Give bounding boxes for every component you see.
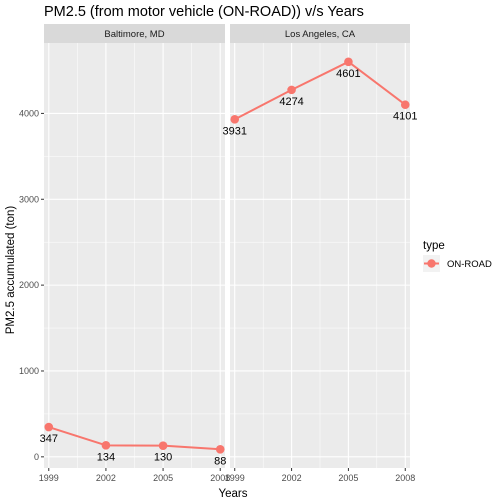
facet-2-data-point [400,100,410,110]
facet-2-data-point [287,85,296,95]
facet-1-data-point [215,444,225,454]
facet-1-strip-label: Baltimore, MD [104,29,164,40]
facet-2-data-label: 4601 [336,68,360,80]
x-axis-title: Years [219,488,248,500]
chart-title: PM2.5 (from motor vehicle (ON-ROAD)) v/s… [44,4,364,20]
y-tick-label: 4000 [19,108,39,118]
facet-2-x-tick-label: 2005 [338,473,358,483]
facet-2-strip [230,24,410,43]
facet-2-strip-label: Los Angeles, CA [285,29,356,40]
y-tick-label: 3000 [19,194,39,204]
facet-2-x-tick-label: 2002 [282,473,302,483]
facet-1-data-point [44,422,54,432]
facet-1-data-point [158,441,168,450]
facet-1-data-label: 134 [97,451,115,463]
facet-2-data-label: 3931 [222,125,246,137]
facet-2-data-label: 4101 [393,111,417,123]
facet-2-data-point [230,115,240,124]
facet-2-data-label: 4274 [279,96,303,108]
facet-2-data-point [344,57,353,67]
legend-key-point [427,259,436,268]
y-axis-title: PM2.5 accumulated (ton) [5,206,17,335]
y-tick-label: 1000 [19,366,39,376]
y-tick-label: 2000 [19,280,39,290]
facet-1-x-tick-label: 2005 [153,473,173,483]
facet-1-data-label: 88 [214,455,226,467]
legend-title: type [423,240,445,252]
facet-2-x-tick-label: 2008 [395,473,415,483]
facet-1-x-tick-label: 2008 [210,473,230,483]
facet-1-series-line [48,426,221,451]
legend: type ON-ROAD [423,240,492,272]
legend-label-on-road: ON-ROAD [447,259,492,270]
facet-1-x-tick-label: 2002 [96,473,116,483]
facet-1-data-label: 347 [40,433,58,445]
facet-1-data-label: 130 [154,452,172,464]
facet-1-x-tick-label: 1999 [39,473,59,483]
facet-1-data-point [101,441,111,450]
facet-1-strip [44,24,225,43]
facet-2-x-tick-label: 1999 [225,473,245,483]
facet-panels: Baltimore, MD 1999 2002 2005 2008 347 134 130 88… [19,24,418,483]
facet-2-series-line [234,60,406,121]
y-tick-label: 0 [34,452,39,462]
